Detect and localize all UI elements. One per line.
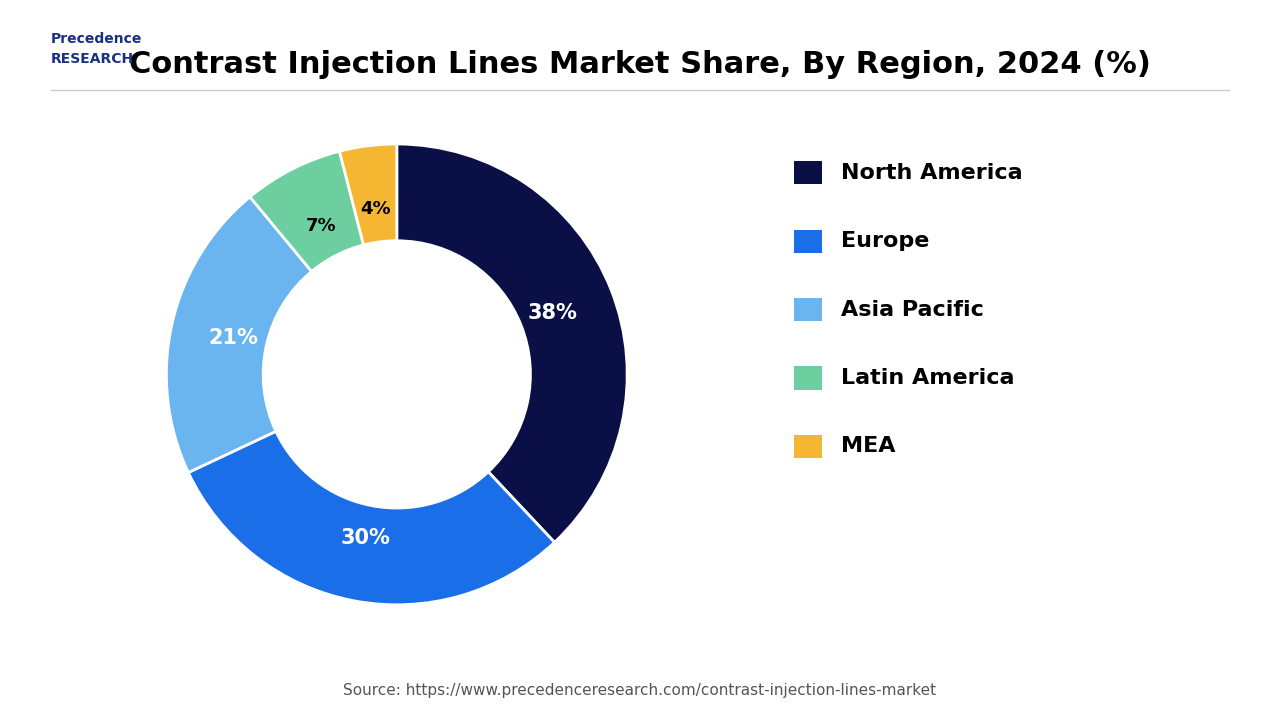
Wedge shape	[166, 197, 311, 472]
Text: Asia Pacific: Asia Pacific	[841, 300, 984, 320]
Text: 4%: 4%	[361, 199, 392, 217]
Text: MEA: MEA	[841, 436, 896, 456]
Text: Contrast Injection Lines Market Share, By Region, 2024 (%): Contrast Injection Lines Market Share, B…	[129, 50, 1151, 79]
Wedge shape	[188, 431, 554, 605]
Text: 7%: 7%	[306, 217, 337, 235]
Wedge shape	[397, 144, 627, 542]
Text: Source: https://www.precedenceresearch.com/contrast-injection-lines-market: Source: https://www.precedenceresearch.c…	[343, 683, 937, 698]
Wedge shape	[250, 151, 364, 271]
Text: Latin America: Latin America	[841, 368, 1015, 388]
Text: 38%: 38%	[527, 303, 577, 323]
Text: North America: North America	[841, 163, 1023, 183]
Text: 30%: 30%	[340, 528, 390, 549]
Text: Europe: Europe	[841, 231, 929, 251]
Wedge shape	[339, 144, 397, 245]
Text: 21%: 21%	[209, 328, 259, 348]
Text: Precedence
RESEARCH: Precedence RESEARCH	[51, 32, 142, 66]
